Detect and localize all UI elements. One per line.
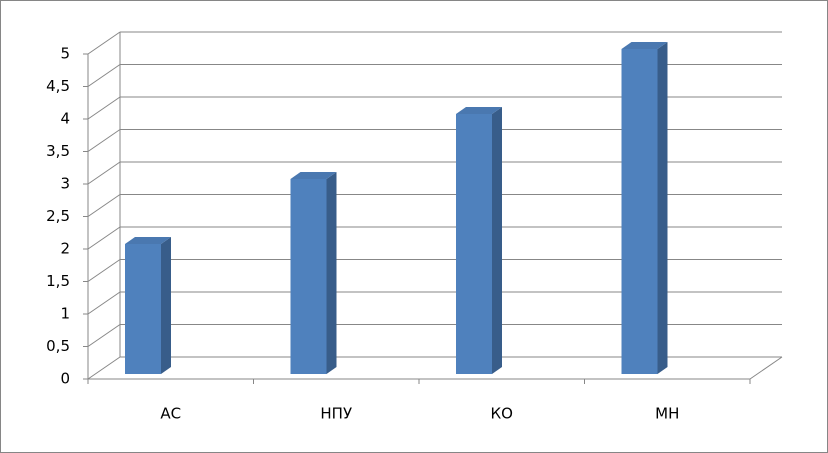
bar-side xyxy=(326,172,337,374)
grid-diagonal xyxy=(87,259,121,282)
grid-diagonal xyxy=(87,161,121,185)
grid-diagonal xyxy=(87,194,121,217)
x-tick-label: НПУ xyxy=(320,405,352,423)
bar xyxy=(125,237,171,374)
floor-right xyxy=(749,356,783,380)
grid-diagonal xyxy=(87,129,121,152)
x-tick-label: МН xyxy=(655,405,679,423)
grid-diagonal xyxy=(87,31,121,55)
bar-top xyxy=(456,107,502,114)
y-tick-label: 3 xyxy=(60,175,70,193)
bar-front xyxy=(290,179,327,374)
bar-side xyxy=(492,107,502,374)
y-tick-label: 1,5 xyxy=(46,272,70,290)
bar-side xyxy=(161,237,171,374)
x-tick-label: АС xyxy=(160,405,181,423)
y-tick-label: 2 xyxy=(60,240,70,258)
bar-top xyxy=(621,42,668,49)
y-tick-label: 0 xyxy=(60,370,70,388)
grid-diagonal xyxy=(87,226,121,250)
y-tick-label: 4 xyxy=(60,110,70,128)
y-tick-label: 5 xyxy=(60,45,70,63)
grid-diagonal xyxy=(87,324,121,347)
bar xyxy=(290,172,337,374)
bar-top xyxy=(125,237,171,244)
y-tick-label: 4,5 xyxy=(46,77,70,95)
bar-front xyxy=(621,49,658,374)
x-tick-label: КО xyxy=(491,405,513,423)
y-tick-label: 1 xyxy=(60,305,70,323)
bar-front xyxy=(125,244,161,374)
y-tick-label: 3,5 xyxy=(46,142,70,160)
bar-side xyxy=(657,42,668,374)
grid-diagonal xyxy=(87,96,121,120)
y-tick-label: 2,5 xyxy=(46,207,70,225)
y-tick-label: 0,5 xyxy=(46,337,70,355)
grid-diagonal xyxy=(87,291,121,315)
bar-top xyxy=(290,172,337,179)
bar xyxy=(456,107,502,374)
bar xyxy=(621,42,668,374)
grid-diagonal xyxy=(87,356,121,380)
bar-front xyxy=(456,114,492,374)
grid-diagonal xyxy=(87,64,121,87)
